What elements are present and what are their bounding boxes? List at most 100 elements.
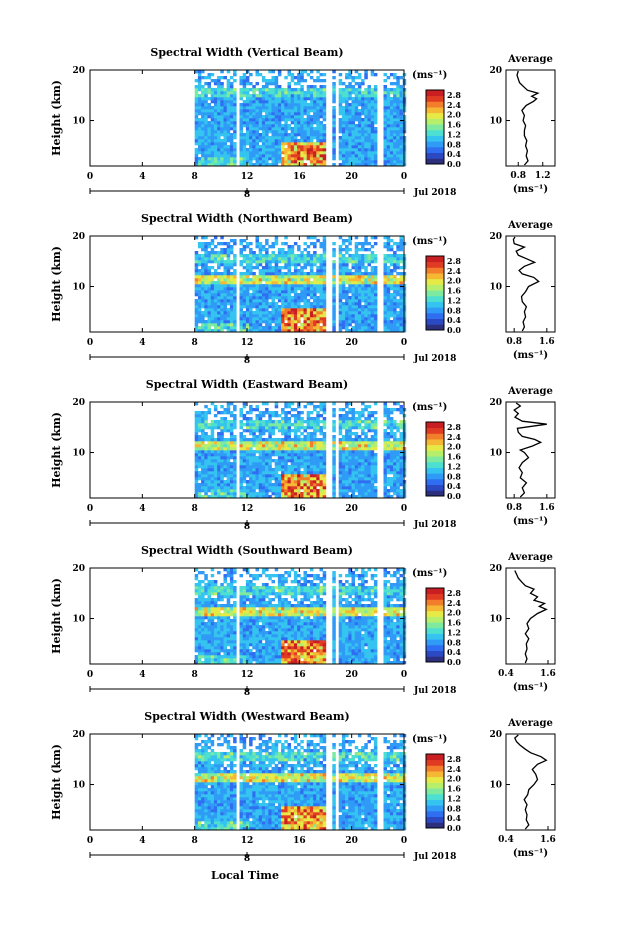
heatmap-cell xyxy=(361,145,365,149)
heatmap-cell xyxy=(399,278,403,282)
heatmap-cell xyxy=(239,314,243,318)
heatmap-cell xyxy=(399,148,403,152)
heatmap-cell xyxy=(277,290,282,294)
heatmap-cell xyxy=(370,103,375,107)
heatmap-cell xyxy=(354,426,359,430)
heatmap-cell xyxy=(255,450,259,454)
heatmap-cell xyxy=(313,97,317,101)
heatmap-cell xyxy=(229,432,234,436)
heatmap-cell xyxy=(207,284,211,288)
heatmap-cell xyxy=(389,248,394,252)
heatmap-cell xyxy=(226,468,231,472)
x-tick-label: 4 xyxy=(139,338,145,348)
heatmap-cell xyxy=(210,323,215,327)
heatmap-cell xyxy=(258,257,263,261)
heatmap-cell xyxy=(213,148,218,152)
y-tick-label: 20 xyxy=(72,232,85,242)
heatmap-cell xyxy=(373,163,378,167)
heatmap-cell xyxy=(341,323,346,327)
heatmap-cell xyxy=(265,103,269,107)
heatmap-cell xyxy=(332,438,336,442)
heatmap-cell xyxy=(217,305,221,309)
heatmap-cell xyxy=(386,136,391,140)
heatmap-cell xyxy=(217,468,221,472)
heatmap-cell xyxy=(204,314,208,318)
heatmap-cell xyxy=(265,112,269,116)
heatmap-cell xyxy=(341,447,346,451)
heatmap-cell xyxy=(213,160,218,164)
heatmap-cell xyxy=(367,456,371,460)
heatmap-cell xyxy=(223,323,227,327)
heatmap-cell xyxy=(194,486,199,490)
heatmap-cell xyxy=(293,426,298,430)
heatmap-cell xyxy=(341,326,346,330)
heatmap-cell xyxy=(281,290,285,294)
heatmap-cell xyxy=(233,287,237,291)
heatmap-cell xyxy=(345,136,349,140)
heatmap-cell xyxy=(293,450,298,454)
heatmap-cell xyxy=(194,272,199,276)
heatmap-cell xyxy=(268,287,272,291)
heatmap-cell xyxy=(338,109,343,113)
heatmap-cell xyxy=(265,293,269,297)
heatmap-cell xyxy=(319,142,323,146)
heatmap-cell xyxy=(261,163,266,167)
heatmap-cell xyxy=(351,465,355,469)
heatmap-cell xyxy=(351,142,355,146)
heatmap-cell xyxy=(332,326,336,330)
heatmap-cell xyxy=(354,453,359,457)
heatmap-cell xyxy=(217,453,221,457)
heatmap-cell xyxy=(258,275,263,279)
heatmap-cell xyxy=(348,151,352,155)
heatmap-cell xyxy=(386,299,391,303)
heatmap-cell xyxy=(357,293,362,297)
heatmap-cell xyxy=(284,236,288,240)
heatmap-cell xyxy=(386,124,391,128)
heatmap-cell xyxy=(345,106,349,110)
heatmap-cell xyxy=(300,109,304,113)
heatmap-cell xyxy=(242,254,247,258)
heatmap-cell xyxy=(233,163,237,167)
heatmap-cell xyxy=(268,263,272,267)
heatmap-cell xyxy=(220,308,224,312)
heatmap-cell xyxy=(284,121,288,125)
heatmap-cell xyxy=(338,305,343,309)
heatmap-cell xyxy=(386,148,391,152)
heatmap-cell xyxy=(393,76,397,80)
heatmap-cell xyxy=(284,483,288,487)
heatmap-cell xyxy=(309,103,314,107)
heatmap-cell xyxy=(261,103,266,107)
heatmap-cell xyxy=(348,154,352,158)
heatmap-cell xyxy=(319,266,323,270)
heatmap-cell xyxy=(293,417,298,421)
heatmap-cell xyxy=(386,462,391,466)
heatmap-cell xyxy=(386,432,391,436)
heatmap-cell xyxy=(322,248,327,252)
heatmap-cell xyxy=(281,314,285,318)
heatmap-cell xyxy=(245,281,250,285)
heatmap-cell xyxy=(213,456,218,460)
heatmap-cell xyxy=(210,308,215,312)
heatmap-cell xyxy=(396,148,400,152)
heatmap-cell xyxy=(201,287,205,291)
heatmap-cell xyxy=(229,115,234,119)
heatmap-cell xyxy=(306,275,311,279)
heatmap-cell xyxy=(197,414,202,418)
heatmap-cell xyxy=(354,245,359,249)
heatmap-cell xyxy=(204,97,208,101)
heatmap-cell xyxy=(370,492,375,496)
heatmap-cell xyxy=(357,447,362,451)
heatmap-cell xyxy=(284,151,288,155)
heatmap-cell xyxy=(268,142,272,146)
heatmap-cell xyxy=(204,103,208,107)
heatmap-cell xyxy=(306,486,311,490)
heatmap-cell xyxy=(316,456,320,460)
heatmap-cell xyxy=(229,411,234,415)
heatmap-cell xyxy=(386,441,391,445)
heatmap-cell xyxy=(319,432,323,436)
heatmap-cell xyxy=(204,483,208,487)
x-tick-label: 8 xyxy=(192,338,198,348)
heatmap-cell xyxy=(290,447,295,451)
heatmap-cell xyxy=(373,317,378,321)
heatmap-cell xyxy=(258,459,263,463)
